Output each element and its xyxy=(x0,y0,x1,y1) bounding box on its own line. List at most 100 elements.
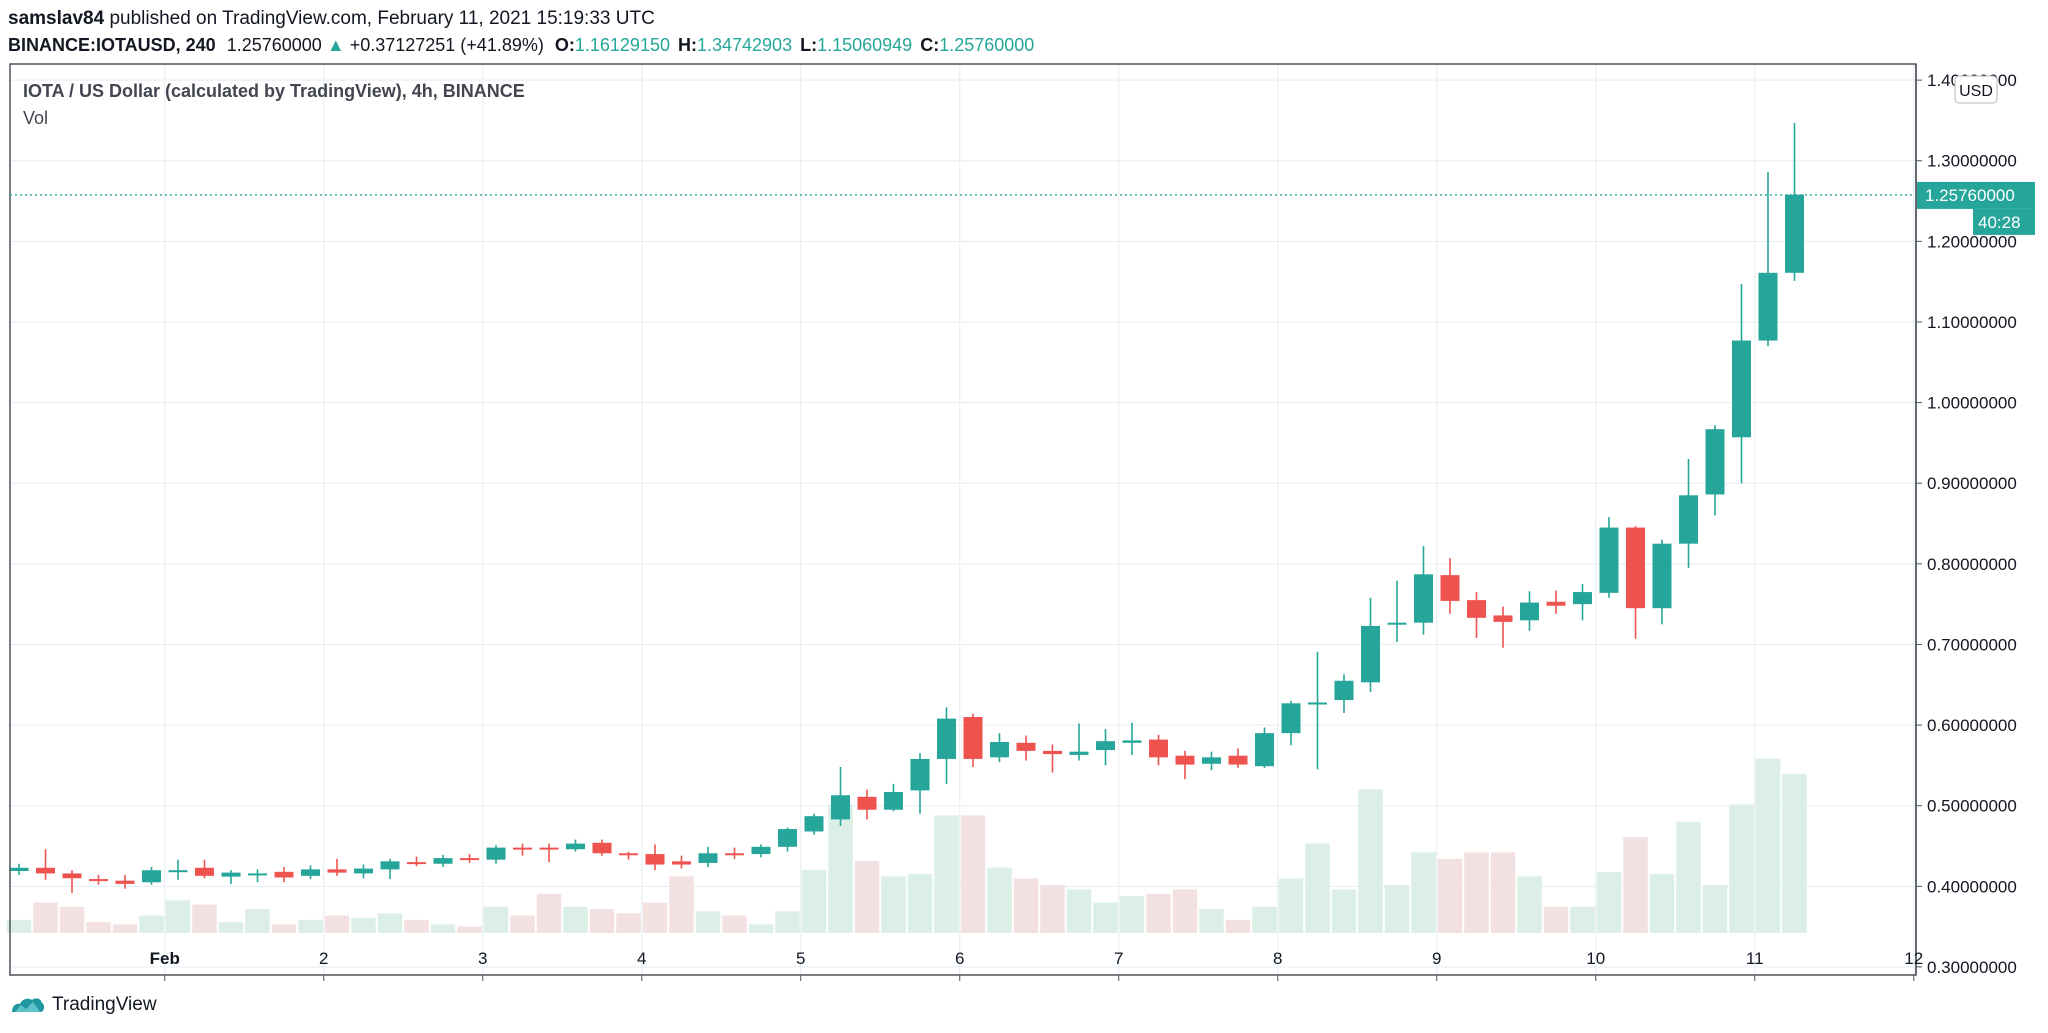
volume-bar xyxy=(1040,885,1065,933)
candle[interactable] xyxy=(1493,606,1513,648)
candle[interactable] xyxy=(1758,172,1778,347)
candle[interactable] xyxy=(433,854,453,867)
candle[interactable] xyxy=(486,845,506,864)
x-tick-label: 2 xyxy=(319,949,328,968)
volume-bar xyxy=(1278,878,1304,933)
candle[interactable] xyxy=(725,847,744,859)
last-price-badge: 1.25760000 xyxy=(1917,181,2035,209)
candle[interactable] xyxy=(1705,425,1725,516)
candle[interactable] xyxy=(1414,546,1433,635)
last-price-badge-text: 1.25760000 xyxy=(1925,186,2015,205)
candle[interactable] xyxy=(1732,284,1751,484)
candle[interactable] xyxy=(592,839,612,856)
volume-bar xyxy=(6,919,32,933)
volume-bar xyxy=(457,926,482,933)
candle[interactable] xyxy=(89,875,108,885)
candle[interactable] xyxy=(1440,558,1460,614)
candle[interactable] xyxy=(1175,750,1195,780)
volume-bar xyxy=(801,869,827,933)
candle[interactable] xyxy=(963,713,983,768)
publish-line: samslav84 published on TradingView.com, … xyxy=(8,6,2038,32)
time-axis[interactable]: Feb 2 3 4 5 6 7 8 9 10 11 12 xyxy=(150,949,1924,981)
volume-bar xyxy=(139,915,164,933)
candle[interactable] xyxy=(831,767,850,826)
candle[interactable] xyxy=(1096,729,1115,766)
candle[interactable] xyxy=(115,875,135,889)
candle[interactable] xyxy=(1308,651,1327,770)
candle[interactable] xyxy=(566,839,585,852)
candle[interactable] xyxy=(698,846,718,867)
candle[interactable] xyxy=(248,869,267,883)
candle[interactable] xyxy=(142,866,161,885)
author-name[interactable]: samslav84 xyxy=(8,8,105,29)
candle[interactable] xyxy=(1679,459,1698,568)
volume-bar xyxy=(881,876,906,933)
candle[interactable] xyxy=(937,707,956,784)
candle[interactable] xyxy=(619,851,638,860)
candle-body xyxy=(380,861,400,870)
candle[interactable] xyxy=(168,859,188,880)
candle[interactable] xyxy=(1546,590,1566,614)
candle[interactable] xyxy=(1202,751,1221,771)
volume-bar xyxy=(1331,889,1357,933)
candle[interactable] xyxy=(62,870,82,893)
candle[interactable] xyxy=(9,863,29,876)
candle[interactable] xyxy=(990,733,1009,763)
candle-layer[interactable] xyxy=(9,122,1805,893)
candle[interactable] xyxy=(884,783,903,812)
candle[interactable] xyxy=(274,866,294,883)
volume-bar xyxy=(1199,909,1224,933)
candle-body xyxy=(1016,742,1036,751)
footer[interactable]: TradingView xyxy=(10,990,157,1020)
high-value: 1.34742903 xyxy=(696,35,793,55)
candle[interactable] xyxy=(195,859,214,879)
candle[interactable] xyxy=(1387,580,1407,643)
candle[interactable] xyxy=(672,855,691,869)
candle-body xyxy=(592,842,612,854)
volume-bar xyxy=(1119,895,1145,933)
currency-button[interactable]: USD xyxy=(1954,75,1998,104)
candle[interactable] xyxy=(1255,727,1274,768)
candle[interactable] xyxy=(1016,735,1036,761)
candle[interactable] xyxy=(1573,583,1592,621)
candle[interactable] xyxy=(1228,748,1248,768)
candle[interactable] xyxy=(221,870,241,884)
candle[interactable] xyxy=(1149,734,1168,766)
candle[interactable] xyxy=(751,844,771,858)
candle[interactable] xyxy=(1122,722,1142,755)
candle-body xyxy=(115,880,135,884)
candle[interactable] xyxy=(1652,539,1672,625)
candle[interactable] xyxy=(380,858,400,880)
candle[interactable] xyxy=(1281,700,1301,746)
price-axis[interactable]: 1.400000001.300000001.200000001.10000000… xyxy=(1916,71,2017,977)
candle[interactable] xyxy=(1069,723,1089,761)
volume-bar xyxy=(1702,885,1728,933)
candle[interactable] xyxy=(513,843,532,856)
candle[interactable] xyxy=(36,849,55,880)
candle[interactable] xyxy=(1626,525,1645,639)
candle[interactable] xyxy=(539,843,559,863)
candle[interactable] xyxy=(804,813,824,835)
candle[interactable] xyxy=(1334,674,1354,713)
candle[interactable] xyxy=(1599,517,1619,598)
candle[interactable] xyxy=(327,858,347,876)
symbol-label: BINANCE:IOTAUSD, 240 xyxy=(8,35,216,55)
candle[interactable] xyxy=(407,856,426,867)
candle[interactable] xyxy=(645,844,665,871)
volume-layer xyxy=(6,758,1807,933)
candle[interactable] xyxy=(1043,744,1062,773)
candle[interactable] xyxy=(301,865,320,880)
candle[interactable] xyxy=(910,753,930,814)
candle[interactable] xyxy=(460,854,479,863)
candle[interactable] xyxy=(354,864,373,879)
candle[interactable] xyxy=(1785,122,1804,281)
candle[interactable] xyxy=(1520,591,1539,631)
candle[interactable] xyxy=(778,827,797,852)
volume-bar xyxy=(510,915,535,933)
candle[interactable] xyxy=(857,789,877,820)
candle[interactable] xyxy=(1361,597,1380,693)
candle[interactable] xyxy=(1467,592,1486,639)
volume-bar xyxy=(934,815,959,933)
candle-body xyxy=(1758,272,1778,341)
